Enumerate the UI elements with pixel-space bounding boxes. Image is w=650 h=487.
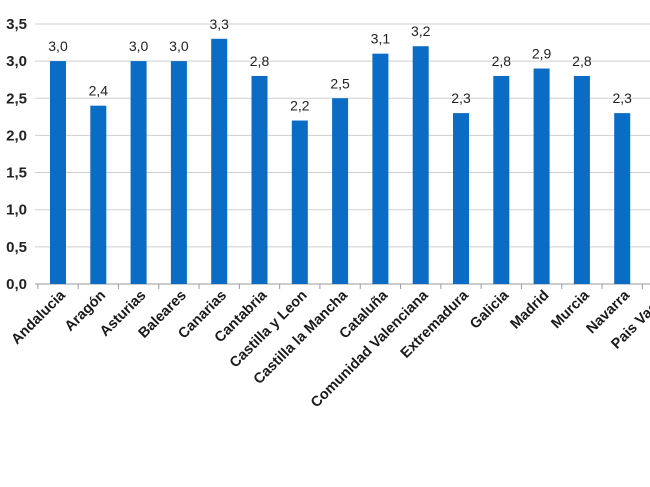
data-label: 3,3 — [209, 16, 229, 32]
x-category-label: Galicia — [467, 287, 513, 333]
data-label: 3,2 — [411, 23, 431, 39]
data-label: 2,2 — [290, 98, 310, 114]
data-label: 2,4 — [89, 83, 109, 99]
data-label: 3,0 — [169, 38, 189, 54]
bar-galicia — [493, 75, 510, 285]
data-label: 2,9 — [532, 46, 552, 62]
y-tick-label: 0,0 — [6, 276, 27, 293]
bar-comunidad-valenciana — [412, 46, 429, 284]
bar-extremadura — [453, 113, 469, 284]
bar-asturias — [130, 61, 147, 284]
data-label: 2,8 — [250, 53, 270, 69]
data-label: 3,0 — [48, 38, 68, 54]
data-label: 2,5 — [330, 75, 350, 91]
bar-castilla-la-mancha — [332, 98, 349, 284]
bar-murcia — [573, 75, 590, 285]
y-tick-label: 2,0 — [6, 127, 27, 144]
x-category-label: Andalucia — [9, 287, 70, 348]
y-tick-label: 3,0 — [6, 53, 27, 70]
bar-cantabria — [251, 75, 268, 285]
bar-aragón — [90, 105, 107, 285]
bar-cataluña — [372, 53, 389, 284]
data-label: 3,0 — [129, 38, 149, 54]
bar-madrid — [533, 68, 550, 284]
bar-andalucia — [50, 61, 66, 284]
y-tick-label: 1,0 — [6, 202, 27, 219]
data-label: 2,8 — [572, 53, 592, 69]
bar-canarias — [211, 38, 228, 285]
data-label: 3,1 — [371, 31, 391, 47]
data-label: 2,8 — [492, 53, 512, 69]
y-tick-label: 1,5 — [6, 165, 27, 182]
bar-navarra — [614, 113, 631, 284]
y-tick-label: 3,5 — [6, 16, 27, 33]
x-category-label: Madrid — [508, 288, 553, 333]
bar-baleares — [170, 61, 187, 284]
bar-castilla-y-leon — [291, 120, 308, 284]
data-label: 2,3 — [451, 90, 471, 106]
y-tick-label: 2,5 — [6, 90, 27, 107]
data-label: 2,3 — [612, 90, 632, 106]
y-tick-label: 0,5 — [6, 239, 27, 256]
